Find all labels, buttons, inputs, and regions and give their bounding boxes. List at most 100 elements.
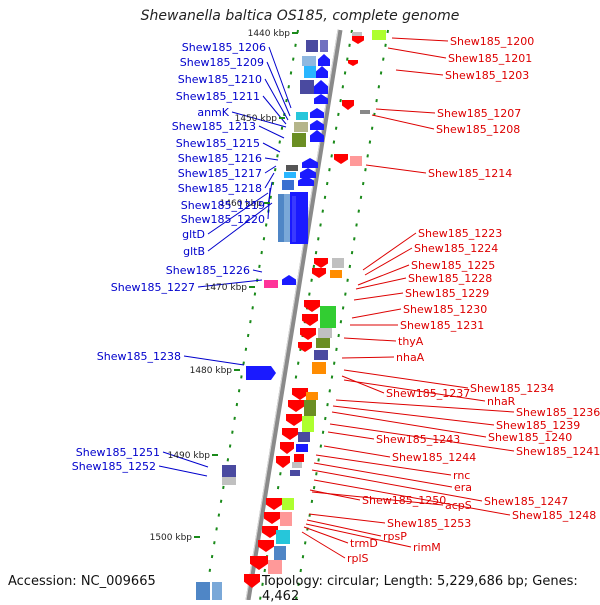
gene-label-acps[interactable]: acpS [445,499,472,512]
gene-label-thya[interactable]: thyA [398,335,424,348]
gene-label-shew185-1237[interactable]: Shew185_1237 [386,387,470,400]
gene-feature [264,280,278,288]
gene-label-shew185-1206[interactable]: Shew185_1206 [182,41,266,54]
gene-label-shew185-1231[interactable]: Shew185_1231 [400,319,484,332]
gene-label-shew185-1241[interactable]: Shew185_1241 [516,445,600,458]
leader-rnc [315,454,452,476]
gene-label-shew185-1223[interactable]: Shew185_1223 [418,227,502,240]
gene-label-shew185-1217[interactable]: Shew185_1217 [178,167,262,180]
gene-label-shew185-1214[interactable]: Shew185_1214 [428,167,512,180]
gene-feature [286,165,298,171]
leader-shew185-1203 [395,69,444,76]
gene-feature [246,366,262,380]
leader-anmk [231,111,287,128]
kbp-tick-label: 1470 kbp [205,283,248,293]
gene-label-shew185-1207[interactable]: Shew185_1207 [437,107,521,120]
gene-label-shew185-1220[interactable]: Shew185_1220 [181,213,265,226]
leader-shew185-1239 [332,405,495,426]
gene-label-nhaa[interactable]: nhaA [396,351,425,364]
gene-label-shew185-1208[interactable]: Shew185_1208 [436,123,520,136]
kbp-tick-label: 1480 kbp [190,366,233,376]
gene-feature [300,80,314,94]
gene-label-shew185-1234[interactable]: Shew185_1234 [470,382,554,395]
leader-era [313,462,453,488]
gene-arrow-down [352,36,364,44]
leader-shew185-1213 [258,125,285,139]
gene-label-shew185-1201[interactable]: Shew185_1201 [448,52,532,65]
gene-label-shew185-1213[interactable]: Shew185_1213 [172,120,256,133]
gene-label-rpsp[interactable]: rpsP [383,530,407,543]
gene-label-rpls[interactable]: rplS [347,552,369,565]
gene-label-shew185-1216[interactable]: Shew185_1216 [178,152,262,165]
kbp-ticks: 1440 kbp 1450 kbp 1460 kbp 1470 kbp 1480 kbp… [150,29,298,543]
gene-arrow-down [304,300,320,312]
leader-shew185-1208 [371,114,435,130]
leader-shew185-1236 [335,399,515,413]
gene-label-shew185-1253[interactable]: Shew185_1253 [387,517,471,530]
gene-feature [282,180,294,190]
gene-label-shew185-1225[interactable]: Shew185_1225 [411,259,495,272]
gene-label-shew185-1200[interactable]: Shew185_1200 [450,35,534,48]
gene-feature [294,454,304,462]
gene-label-shew185-1215[interactable]: Shew185_1215 [176,137,260,150]
gene-feature [318,328,332,338]
gene-label-shew185-1244[interactable]: Shew185_1244 [392,451,476,464]
gene-label-shew185-1238[interactable]: Shew185_1238 [97,350,181,363]
gene-label-shew185-1248[interactable]: Shew185_1248 [512,509,596,522]
gene-label-shew185-1250[interactable]: Shew185_1250 [362,494,446,507]
gene-label-shew185-1229[interactable]: Shew185_1229 [405,287,489,300]
gene-feature [296,112,308,120]
gene-feature [312,362,326,374]
leader-shew185-1216 [264,157,279,161]
gene-label-shew185-1230[interactable]: Shew185_1230 [403,303,487,316]
leader-shew185-1251 [162,451,209,468]
gene-arrow-up [298,176,314,186]
gene-label-shew185-1252[interactable]: Shew185_1252 [72,460,156,473]
gene-label-shew185-1251[interactable]: Shew185_1251 [76,446,160,459]
gene-label-shew185-1209[interactable]: Shew185_1209 [180,56,264,69]
gene-label-trmd[interactable]: trmD [350,537,378,550]
gene-label-anmk[interactable]: anmK [197,106,229,119]
gene-feature [222,477,236,485]
gene-label-shew185-1247[interactable]: Shew185_1247 [484,495,568,508]
gene-label-shew185-1211[interactable]: Shew185_1211 [176,90,260,103]
leader-shew185-1234 [343,369,469,389]
leader-shew185-1252 [158,465,208,477]
gene-arrow-up [282,275,296,285]
gene-arrow-up [314,80,328,94]
gene-arrow-down [288,400,304,412]
gene-label-shew185-1240[interactable]: Shew185_1240 [488,431,572,444]
gene-arrow-up [302,158,318,168]
leader-shew185-1247 [311,469,483,502]
gene-label-era[interactable]: era [454,481,472,494]
gene-label-nhar[interactable]: nhaR [487,395,516,408]
gene-feature [316,338,330,348]
gene-label-gltb[interactable]: gltB [183,245,205,258]
leader-shew185-1226 [252,269,263,273]
gene-label-shew185-1243[interactable]: Shew185_1243 [376,433,460,446]
gene-arrow-up [314,94,328,104]
gene-label-shew185-1227[interactable]: Shew185_1227 [111,281,195,294]
gene-feature [306,40,318,52]
gene-label-gltd[interactable]: gltD [182,228,205,241]
gene-label-rimm[interactable]: rimM [413,541,441,554]
gene-label-shew185-1226[interactable]: Shew185_1226 [166,264,250,277]
gene-feature [292,462,302,468]
gene-arrow-down [286,414,302,426]
gene-label-shew185-1203[interactable]: Shew185_1203 [445,69,529,82]
gene-label-shew185-1236[interactable]: Shew185_1236 [516,406,600,419]
gene-label-shew185-1224[interactable]: Shew185_1224 [414,242,498,255]
gene-label-shew185-1219[interactable]: Shew185_1219 [181,199,265,212]
gene-label-shew185-1218[interactable]: Shew185_1218 [178,182,262,195]
leader-shew185-1206 [268,46,292,109]
gene-arrow-down [348,60,358,66]
genome-backbone [245,29,343,601]
leader-shew185-1228 [355,277,407,290]
left-gene-labels: Shew185_1206 Shew185_1209 Shew185_1210 Shew… [72,41,266,473]
gene-label-shew185-1239[interactable]: Shew185_1239 [496,419,580,432]
gene-label-shew185-1228[interactable]: Shew185_1228 [408,272,492,285]
gene-feature [274,546,286,560]
gene-arrow-up [316,66,328,78]
gene-label-rnc[interactable]: rnc [453,469,470,482]
gene-label-shew185-1210[interactable]: Shew185_1210 [178,73,262,86]
